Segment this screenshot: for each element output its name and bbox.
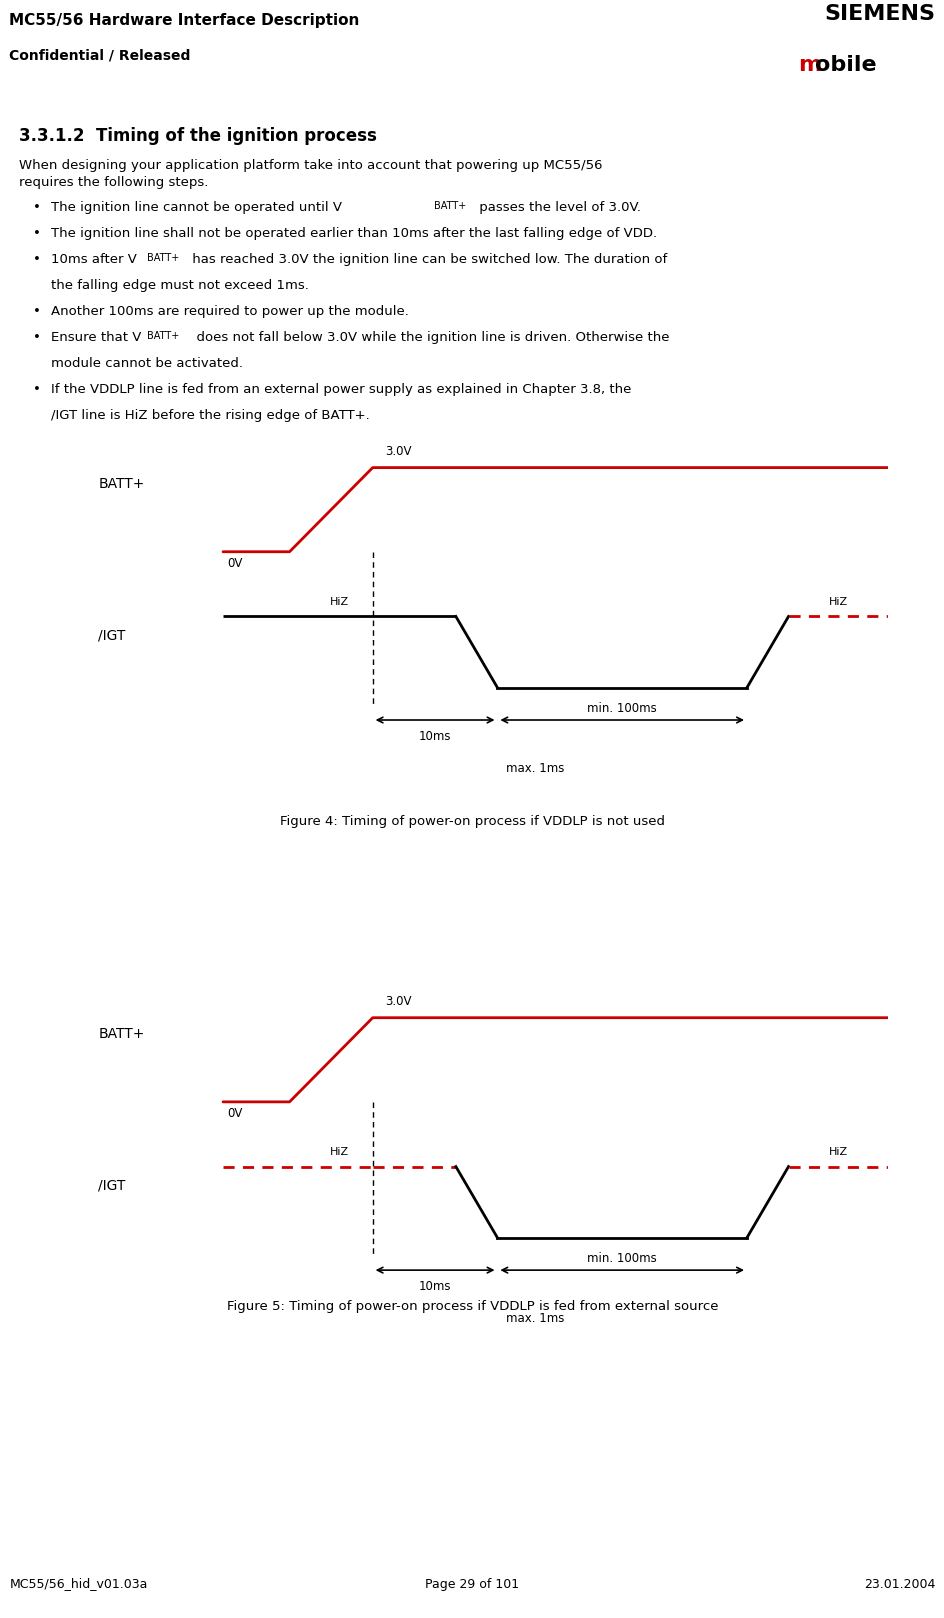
Text: 0V: 0V bbox=[227, 1107, 243, 1120]
Text: obile: obile bbox=[814, 55, 875, 74]
Text: m: m bbox=[798, 55, 821, 74]
Text: min. 100ms: min. 100ms bbox=[586, 1252, 656, 1265]
Text: 10ms: 10ms bbox=[418, 730, 451, 743]
Text: •: • bbox=[32, 332, 41, 345]
Text: 10ms: 10ms bbox=[418, 1280, 451, 1293]
Text: 3.3.1.2  Timing of the ignition process: 3.3.1.2 Timing of the ignition process bbox=[19, 126, 377, 146]
Text: Another 100ms are required to power up the module.: Another 100ms are required to power up t… bbox=[51, 306, 409, 319]
Text: passes the level of 3.0V.: passes the level of 3.0V. bbox=[475, 201, 641, 214]
Text: Figure 4: Timing of power-on process if VDDLP is not used: Figure 4: Timing of power-on process if … bbox=[279, 815, 665, 828]
Text: /IGT: /IGT bbox=[98, 629, 126, 642]
Text: Confidential / Released: Confidential / Released bbox=[9, 49, 191, 63]
Text: •: • bbox=[32, 383, 41, 396]
Text: min. 100ms: min. 100ms bbox=[586, 702, 656, 715]
Text: The ignition line shall not be operated earlier than 10ms after the last falling: The ignition line shall not be operated … bbox=[51, 227, 657, 239]
Text: When designing your application platform take into account that powering up MC55: When designing your application platform… bbox=[19, 159, 601, 189]
Text: SIEMENS: SIEMENS bbox=[824, 5, 935, 24]
Text: BATT+: BATT+ bbox=[98, 1027, 144, 1040]
Text: BATT+: BATT+ bbox=[146, 332, 178, 341]
Text: •: • bbox=[32, 201, 41, 214]
Text: /IGT line is HiZ before the rising edge of BATT+.: /IGT line is HiZ before the rising edge … bbox=[51, 409, 369, 422]
Text: HiZ: HiZ bbox=[329, 1147, 348, 1157]
Text: 3.0V: 3.0V bbox=[385, 995, 412, 1008]
Text: Ensure that V: Ensure that V bbox=[51, 332, 142, 345]
Text: BATT+: BATT+ bbox=[433, 201, 465, 210]
Text: max. 1ms: max. 1ms bbox=[505, 762, 564, 775]
Text: the falling edge must not exceed 1ms.: the falling edge must not exceed 1ms. bbox=[51, 278, 309, 291]
Text: HiZ: HiZ bbox=[828, 597, 847, 607]
Text: module cannot be activated.: module cannot be activated. bbox=[51, 358, 243, 371]
Text: has reached 3.0V the ignition line can be switched low. The duration of: has reached 3.0V the ignition line can b… bbox=[188, 252, 666, 265]
Text: •: • bbox=[32, 227, 41, 239]
Text: •: • bbox=[32, 252, 41, 265]
Text: •: • bbox=[32, 306, 41, 319]
Text: does not fall below 3.0V while the ignition line is driven. Otherwise the: does not fall below 3.0V while the ignit… bbox=[188, 332, 669, 345]
Text: HiZ: HiZ bbox=[329, 597, 348, 607]
Text: The ignition line cannot be operated until V: The ignition line cannot be operated unt… bbox=[51, 201, 342, 214]
Text: If the VDDLP line is fed from an external power supply as explained in Chapter 3: If the VDDLP line is fed from an externa… bbox=[51, 383, 631, 396]
Text: /IGT: /IGT bbox=[98, 1180, 126, 1192]
Text: 10ms after V: 10ms after V bbox=[51, 252, 137, 265]
Text: 0V: 0V bbox=[227, 557, 243, 570]
Text: BATT+: BATT+ bbox=[98, 477, 144, 490]
Text: max. 1ms: max. 1ms bbox=[505, 1312, 564, 1325]
Text: BATT+: BATT+ bbox=[146, 252, 178, 262]
Text: MC55/56 Hardware Interface Description: MC55/56 Hardware Interface Description bbox=[9, 13, 360, 29]
Text: 3.0V: 3.0V bbox=[385, 445, 412, 458]
Text: HiZ: HiZ bbox=[828, 1147, 847, 1157]
Text: Figure 5: Timing of power-on process if VDDLP is fed from external source: Figure 5: Timing of power-on process if … bbox=[227, 1299, 717, 1312]
Text: MC55/56_hid_v01.03a: MC55/56_hid_v01.03a bbox=[9, 1578, 147, 1590]
Text: Page 29 of 101: Page 29 of 101 bbox=[425, 1578, 519, 1590]
Text: 23.01.2004: 23.01.2004 bbox=[863, 1578, 935, 1590]
